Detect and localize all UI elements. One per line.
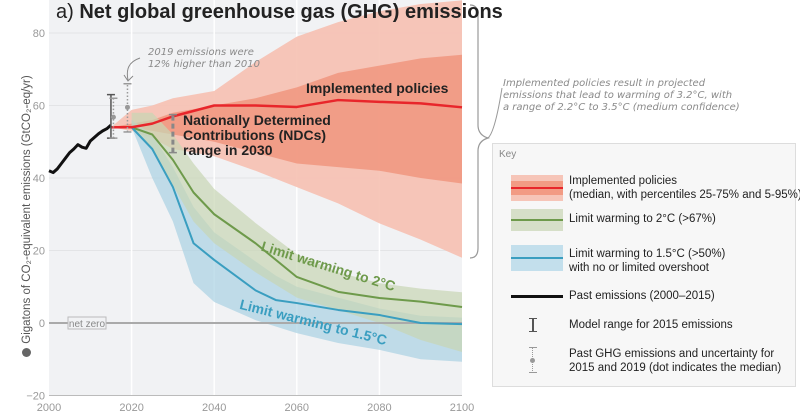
limit-1-5c-median-line (130, 126, 463, 326)
net-zero-label: net zero (69, 319, 106, 330)
y-axis-label: Gigatons of CO₂-equivalent emissions (Gt… (21, 71, 33, 361)
legend-swatch-implemented (511, 175, 563, 201)
brace-note-line2: emissions that lead to warming of 3.2°C,… (503, 90, 733, 101)
brace-note: Implemented policies result in projected… (503, 78, 800, 114)
implemented-median-line (110, 98, 463, 129)
legend-swatch-2c (511, 209, 563, 231)
error-bar-median-dot (124, 104, 130, 110)
legend-text: 2015 and 2019 (dot indicates the median) (569, 362, 782, 374)
y-tick-label: 0 (39, 318, 45, 330)
past-ghg-uncertainty-icon (511, 347, 563, 373)
annotation-2019-line1: 2019 emissions were (148, 47, 254, 58)
x-tick-label: 2100 (450, 402, 474, 414)
implemented-band-25-75 (110, 54, 462, 184)
model-range-icon (511, 318, 563, 332)
ndc-label-line2: Contributions (NDCs) (183, 127, 327, 143)
y-tick-label: 60 (33, 101, 45, 113)
legend-text: Limit warming to 2°C (>67%) (569, 213, 716, 225)
implemented-policies-label: Implemented policies (306, 80, 449, 96)
chart-title: a) Net global greenhouse gas (GHG) emiss… (56, 2, 503, 23)
legend-swatch-1-5c (511, 245, 563, 271)
legend-swatch-past (511, 295, 563, 298)
legend-text: Implemented policies (569, 175, 678, 187)
brace-note-line3: a range of 2.2°C to 3.5°C (medium confid… (503, 102, 740, 113)
limit-2c-band (131, 112, 462, 352)
legend: Key Implemented policies (median, with pe… (492, 143, 800, 387)
co2-cloud-icon (22, 347, 31, 357)
title-prefix: a) (56, 1, 74, 23)
x-tick-label: 2040 (202, 402, 226, 414)
brace-note-line1: Implemented policies result in projected (503, 78, 706, 89)
x-tick-label: 2060 (285, 402, 309, 414)
legend-text: Model range for 2015 emissions (569, 319, 733, 331)
legend-text: Past GHG emissions and uncertainty for (569, 348, 775, 360)
limit-2c-median-line (131, 126, 463, 309)
brace-icon (469, 4, 491, 259)
net-zero-label-box (67, 316, 107, 330)
x-tick-label: 2000 (37, 402, 61, 414)
annotation-2019: 2019 emissions were 12% higher than 2010 (148, 47, 288, 71)
y-tick-label: 20 (33, 246, 45, 258)
ndc-label: Nationally Determined Contributions (NDC… (183, 113, 331, 158)
legend-text: (median, with percentiles 25-75% and 5-9… (569, 189, 800, 201)
limit-1-5c-band (131, 120, 462, 362)
annotation-2019-line2: 12% higher than 2010 (148, 59, 261, 70)
legend-text: Limit warming to 1.5°C (>50%) (569, 248, 726, 260)
annotation-arrow-icon (123, 57, 141, 82)
brace-connector (487, 87, 503, 139)
x-tick-label: 2080 (367, 402, 391, 414)
y-tick-label: 80 (33, 28, 45, 40)
y-tick-label: −20 (26, 391, 45, 403)
ndc-label-line3: range in 2030 (183, 142, 273, 158)
y-axis-label-text: Gigatons of CO₂-equivalent emissions (Gt… (21, 75, 33, 344)
legend-text: Past emissions (2000–2015) (569, 290, 715, 302)
legend-text: with no or limited overshoot (569, 262, 709, 274)
error-bar-median-dot (110, 114, 116, 120)
y-tick-label: 40 (33, 173, 45, 185)
ndc-label-line1: Nationally Determined (183, 112, 331, 128)
past-emissions-line (48, 123, 112, 175)
legend-title: Key (499, 149, 517, 160)
title-main: Net global greenhouse gas (GHG) emission… (79, 1, 503, 23)
x-tick-label: 2020 (119, 402, 143, 414)
